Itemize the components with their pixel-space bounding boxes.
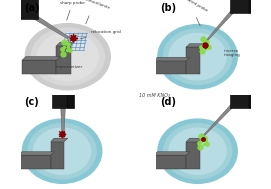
Polygon shape bbox=[67, 89, 74, 108]
Polygon shape bbox=[203, 97, 241, 136]
Text: (a): (a) bbox=[24, 3, 40, 13]
Polygon shape bbox=[22, 60, 56, 74]
Text: bacteria coated probe: bacteria coated probe bbox=[167, 0, 208, 26]
Text: characterizer: characterizer bbox=[56, 58, 83, 69]
Text: (d): (d) bbox=[160, 97, 176, 107]
Polygon shape bbox=[6, 0, 37, 19]
Polygon shape bbox=[230, 0, 256, 13]
Polygon shape bbox=[230, 89, 256, 108]
Polygon shape bbox=[56, 42, 74, 46]
Text: montmorillonite: montmorillonite bbox=[78, 0, 110, 24]
Ellipse shape bbox=[163, 124, 232, 179]
Ellipse shape bbox=[158, 25, 237, 89]
Polygon shape bbox=[18, 155, 51, 169]
Ellipse shape bbox=[31, 28, 104, 85]
Polygon shape bbox=[186, 44, 203, 47]
Ellipse shape bbox=[34, 128, 91, 174]
Polygon shape bbox=[205, 2, 241, 43]
Text: (c): (c) bbox=[24, 97, 39, 107]
Polygon shape bbox=[249, 0, 256, 13]
Ellipse shape bbox=[25, 24, 110, 90]
Polygon shape bbox=[61, 132, 65, 137]
Polygon shape bbox=[154, 61, 186, 74]
Ellipse shape bbox=[28, 124, 96, 179]
Polygon shape bbox=[186, 142, 200, 169]
Polygon shape bbox=[154, 152, 190, 155]
Polygon shape bbox=[154, 57, 190, 61]
Polygon shape bbox=[203, 41, 207, 45]
Text: sharp probe: sharp probe bbox=[60, 1, 85, 20]
Ellipse shape bbox=[169, 128, 226, 174]
Ellipse shape bbox=[163, 29, 232, 84]
Ellipse shape bbox=[22, 119, 102, 183]
Polygon shape bbox=[67, 38, 72, 43]
Text: relocation grid: relocation grid bbox=[80, 30, 121, 39]
Polygon shape bbox=[186, 138, 203, 142]
Polygon shape bbox=[186, 47, 200, 74]
Polygon shape bbox=[154, 155, 186, 169]
Polygon shape bbox=[56, 46, 71, 74]
Polygon shape bbox=[61, 106, 65, 133]
Polygon shape bbox=[51, 142, 64, 169]
Ellipse shape bbox=[169, 34, 226, 80]
Polygon shape bbox=[30, 13, 70, 40]
Polygon shape bbox=[249, 89, 256, 108]
Polygon shape bbox=[201, 134, 205, 139]
Text: 10 mM KNO₃: 10 mM KNO₃ bbox=[139, 93, 170, 98]
Text: inverse
imaging: inverse imaging bbox=[224, 49, 241, 57]
Polygon shape bbox=[52, 89, 74, 108]
Polygon shape bbox=[22, 57, 60, 60]
Polygon shape bbox=[51, 138, 68, 142]
Polygon shape bbox=[18, 152, 54, 155]
Ellipse shape bbox=[158, 119, 237, 183]
Ellipse shape bbox=[37, 33, 98, 81]
Text: (b): (b) bbox=[160, 3, 176, 13]
